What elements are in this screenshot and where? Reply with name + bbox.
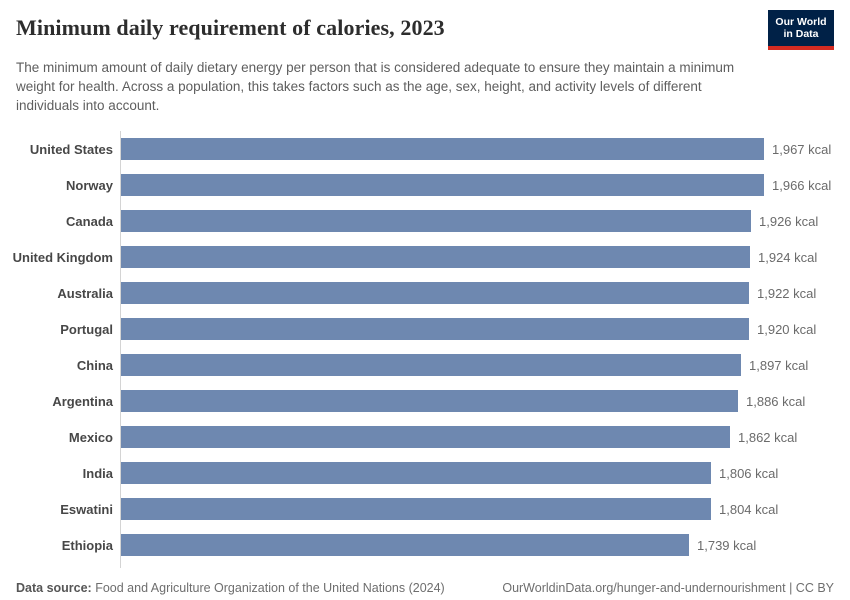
bar-area: 1,920 kcal	[120, 311, 834, 347]
bar[interactable]	[121, 138, 764, 160]
bar-area: 1,967 kcal	[120, 131, 834, 167]
category-label[interactable]: United Kingdom	[12, 249, 113, 265]
chart-row: Australia 1,922 kcal	[16, 275, 834, 311]
data-source-text: Food and Agriculture Organization of the…	[91, 581, 445, 595]
category-label[interactable]: China	[76, 357, 113, 373]
header: Minimum daily requirement of calories, 2…	[16, 10, 834, 50]
bar[interactable]	[121, 390, 738, 412]
category-label[interactable]: Argentina	[52, 393, 113, 409]
bar-area: 1,862 kcal	[120, 419, 834, 455]
chart-row: Mexico 1,862 kcal	[16, 419, 834, 455]
owid-logo[interactable]: Our World in Data	[768, 10, 834, 50]
bar[interactable]	[121, 426, 730, 448]
value-label: 1,967 kcal	[772, 141, 832, 157]
bar[interactable]	[121, 318, 749, 340]
footer: Data source: Food and Agriculture Organi…	[16, 581, 834, 595]
bar[interactable]	[121, 354, 741, 376]
value-label: 1,886 kcal	[746, 393, 806, 409]
chart-row: Argentina 1,886 kcal	[16, 383, 834, 419]
category-label[interactable]: Norway	[66, 177, 113, 193]
category-label[interactable]: Portugal	[60, 321, 113, 337]
chart-row: Canada 1,926 kcal	[16, 203, 834, 239]
data-source: Data source: Food and Agriculture Organi…	[16, 581, 445, 595]
bar[interactable]	[121, 534, 689, 556]
chart-row: United States 1,967 kcal	[16, 131, 834, 167]
bar-area: 1,886 kcal	[120, 383, 834, 419]
category-label[interactable]: Eswatini	[60, 501, 113, 517]
bar-area: 1,897 kcal	[120, 347, 834, 383]
axis-line-tail	[120, 563, 122, 568]
value-label: 1,920 kcal	[757, 321, 817, 337]
value-label: 1,897 kcal	[749, 357, 809, 373]
category-label[interactable]: Canada	[66, 213, 113, 229]
bar[interactable]	[121, 498, 711, 520]
bar-chart: United States 1,967 kcal Norway 1,966 kcal C…	[12, 131, 834, 568]
chart-row: Portugal 1,920 kcal	[16, 311, 834, 347]
value-label: 1,739 kcal	[697, 537, 757, 553]
chart-title: Minimum daily requirement of calories, 2…	[16, 15, 445, 40]
chart-row: China 1,897 kcal	[16, 347, 834, 383]
bar[interactable]	[121, 174, 764, 196]
bar-chart-rows: United States 1,967 kcal Norway 1,966 kcal C…	[12, 131, 834, 563]
bar-area: 1,922 kcal	[120, 275, 834, 311]
bar-area: 1,806 kcal	[120, 455, 834, 491]
value-label: 1,966 kcal	[772, 177, 832, 193]
logo-text-line1: Our World	[775, 15, 827, 28]
category-label[interactable]: Mexico	[68, 429, 113, 445]
value-label: 1,806 kcal	[719, 465, 779, 481]
chart-row: Norway 1,966 kcal	[16, 167, 834, 203]
bar[interactable]	[121, 282, 749, 304]
category-label[interactable]: United States	[29, 141, 113, 157]
category-label[interactable]: Australia	[57, 285, 113, 301]
bar-area: 1,804 kcal	[120, 491, 834, 527]
owid-url-link[interactable]: OurWorldinData.org/hunger-and-undernouri…	[502, 581, 834, 595]
bar-area: 1,926 kcal	[120, 203, 834, 239]
chart-subtitle: The minimum amount of daily dietary ener…	[16, 60, 735, 113]
category-label[interactable]: Ethiopia	[61, 537, 113, 553]
value-label: 1,922 kcal	[757, 285, 817, 301]
chart-row: Eswatini 1,804 kcal	[16, 491, 834, 527]
bar-area: 1,966 kcal	[120, 167, 834, 203]
value-label: 1,924 kcal	[758, 249, 818, 265]
data-source-label: Data source:	[16, 581, 92, 595]
bar[interactable]	[121, 462, 711, 484]
bar[interactable]	[121, 246, 750, 268]
chart-row: United Kingdom 1,924 kcal	[12, 239, 834, 275]
bar-area: 1,739 kcal	[120, 527, 834, 563]
value-label: 1,804 kcal	[719, 501, 779, 517]
chart-row: Ethiopia 1,739 kcal	[16, 527, 834, 563]
logo-text-line2: in Data	[783, 28, 819, 40]
value-label: 1,862 kcal	[738, 429, 798, 445]
chart-row: India 1,806 kcal	[16, 455, 834, 491]
bar[interactable]	[121, 210, 751, 232]
bar-area: 1,924 kcal	[120, 239, 834, 275]
category-label[interactable]: India	[82, 465, 113, 481]
value-label: 1,926 kcal	[759, 213, 819, 229]
